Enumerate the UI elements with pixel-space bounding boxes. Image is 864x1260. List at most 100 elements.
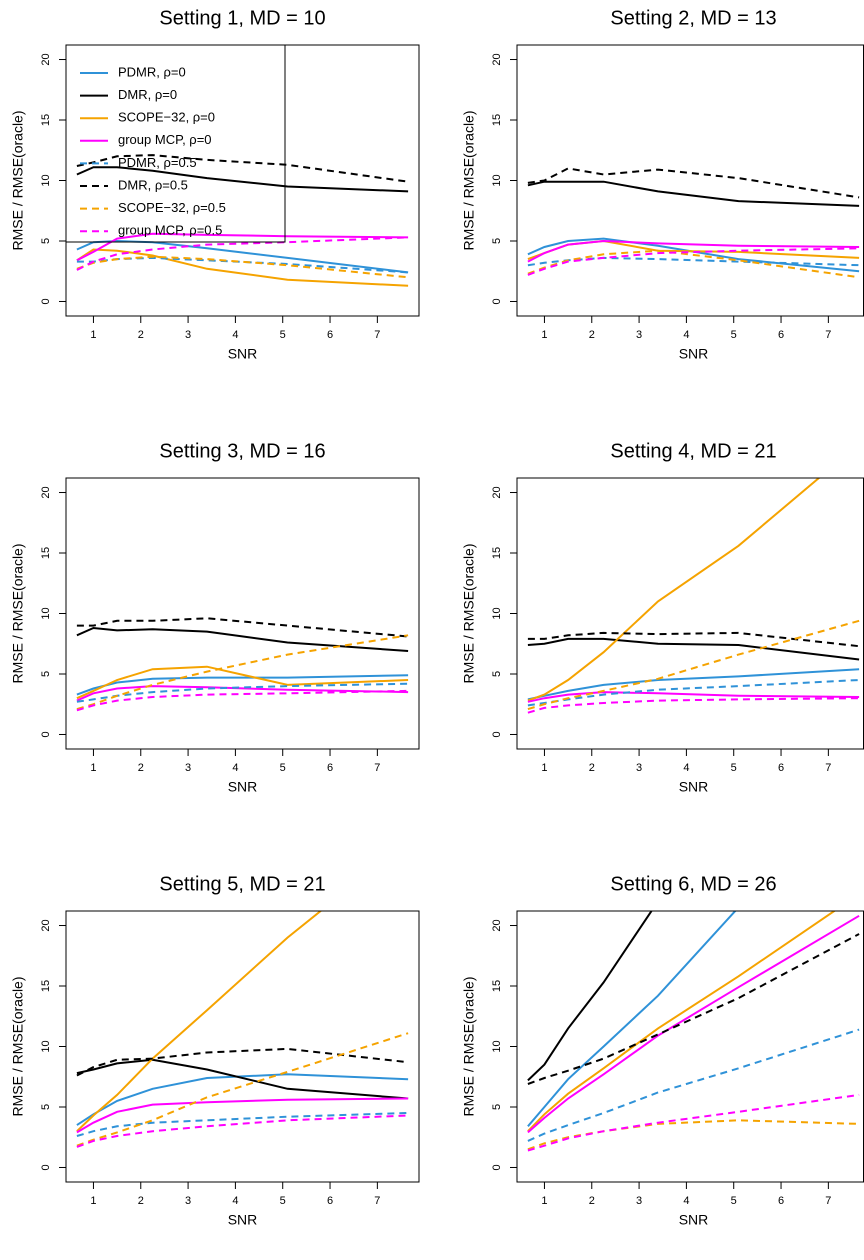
y-tick-label: 0 bbox=[40, 731, 52, 737]
legend-label: PDMR, ρ=0.5 bbox=[118, 155, 197, 170]
series-line bbox=[527, 247, 860, 276]
plot-lines bbox=[527, 911, 860, 1152]
y-axis-title: RMSE / RMSE(oracle) bbox=[461, 976, 477, 1116]
series-line bbox=[527, 1093, 860, 1152]
x-axis-title: SNR bbox=[679, 346, 709, 362]
x-tick-label: 5 bbox=[280, 329, 286, 341]
series-line bbox=[76, 236, 409, 271]
y-axis-title: RMSE / RMSE(oracle) bbox=[10, 976, 26, 1116]
y-tick-label: 0 bbox=[491, 731, 503, 737]
x-axis-title: SNR bbox=[679, 1212, 709, 1228]
y-tick-label: 10 bbox=[491, 607, 503, 619]
x-tick-label: 4 bbox=[683, 1195, 689, 1207]
series-line bbox=[76, 682, 409, 703]
series-line bbox=[527, 1028, 860, 1142]
plot-lines bbox=[76, 154, 409, 287]
panel: Setting 1, MD = 10 SNR RMSE / RMSE(oracle)… bbox=[10, 7, 420, 362]
series-line bbox=[76, 1112, 409, 1137]
y-tick-label: 20 bbox=[491, 486, 503, 498]
y-tick-label: 20 bbox=[491, 53, 503, 65]
plot-lines bbox=[527, 167, 860, 279]
legend-label: DMR, ρ=0.5 bbox=[118, 177, 188, 192]
plot-lines bbox=[527, 478, 860, 714]
y-tick-label: 15 bbox=[491, 980, 503, 992]
y-tick-label: 10 bbox=[40, 607, 52, 619]
legend-label: DMR, ρ=0 bbox=[118, 87, 177, 102]
y-tick-label: 15 bbox=[40, 547, 52, 559]
plot-frame bbox=[65, 477, 420, 750]
series-line bbox=[76, 1047, 409, 1077]
y-tick-label: 5 bbox=[40, 238, 52, 244]
x-axis-title: SNR bbox=[679, 779, 709, 795]
series-line bbox=[76, 685, 409, 702]
y-tick-label: 5 bbox=[40, 1104, 52, 1110]
series-line bbox=[76, 232, 409, 262]
panel-title: Setting 4, MD = 21 bbox=[610, 440, 776, 462]
series-line bbox=[76, 674, 409, 696]
x-tick-label: 5 bbox=[280, 1195, 286, 1207]
series-line bbox=[76, 239, 409, 274]
legend: PDMR, ρ=0 DMR, ρ=0 SCOPE−32, ρ=0 group MCP,… bbox=[65, 44, 286, 243]
y-tick-label: 20 bbox=[491, 919, 503, 931]
series-line bbox=[527, 237, 860, 273]
y-tick-label: 10 bbox=[491, 174, 503, 186]
legend-label: SCOPE−32, ρ=0 bbox=[118, 110, 215, 125]
y-tick-label: 15 bbox=[40, 980, 52, 992]
series-line bbox=[527, 478, 821, 702]
x-tick-label: 3 bbox=[636, 329, 642, 341]
x-tick-label: 7 bbox=[374, 329, 380, 341]
series-line bbox=[76, 626, 409, 652]
y-tick-label: 10 bbox=[40, 174, 52, 186]
x-tick-label: 3 bbox=[185, 762, 191, 774]
panel: Setting 3, MD = 16 SNR RMSE / RMSE(oracle)… bbox=[10, 440, 420, 795]
x-tick-label: 6 bbox=[778, 329, 784, 341]
series-line bbox=[527, 691, 860, 703]
y-tick-label: 5 bbox=[491, 238, 503, 244]
panel-title: Setting 5, MD = 21 bbox=[159, 873, 325, 895]
series-line bbox=[527, 933, 860, 1085]
series-line bbox=[76, 1058, 409, 1100]
y-tick-label: 20 bbox=[40, 919, 52, 931]
x-tick-label: 4 bbox=[683, 329, 689, 341]
series-line bbox=[527, 631, 860, 648]
series-line bbox=[527, 180, 860, 207]
series-line bbox=[527, 239, 860, 263]
y-tick-label: 10 bbox=[491, 1040, 503, 1052]
y-axis-title: RMSE / RMSE(oracle) bbox=[10, 543, 26, 683]
series-line bbox=[76, 256, 409, 274]
x-tick-label: 1 bbox=[541, 762, 547, 774]
x-axis-title: SNR bbox=[228, 1212, 258, 1228]
legend-label: PDMR, ρ=0 bbox=[118, 64, 186, 79]
x-tick-label: 2 bbox=[589, 329, 595, 341]
series-line bbox=[76, 617, 409, 638]
panel-title: Setting 2, MD = 13 bbox=[610, 7, 776, 29]
x-tick-label: 7 bbox=[374, 1195, 380, 1207]
x-tick-label: 6 bbox=[327, 329, 333, 341]
x-tick-label: 7 bbox=[374, 762, 380, 774]
x-tick-label: 3 bbox=[185, 1195, 191, 1207]
plot-lines bbox=[76, 617, 409, 712]
legend-label: SCOPE−32, ρ=0.5 bbox=[118, 200, 226, 215]
y-axis-title: RMSE / RMSE(oracle) bbox=[461, 110, 477, 250]
series-line bbox=[527, 1119, 860, 1151]
legend-label: group MCP, ρ=0 bbox=[118, 132, 212, 147]
x-tick-label: 5 bbox=[280, 762, 286, 774]
x-tick-label: 7 bbox=[825, 329, 831, 341]
x-tick-label: 7 bbox=[825, 762, 831, 774]
x-tick-label: 1 bbox=[90, 329, 96, 341]
panel: Setting 6, MD = 26 SNR RMSE / RMSE(oracle)… bbox=[461, 873, 864, 1228]
x-tick-label: 7 bbox=[825, 1195, 831, 1207]
x-tick-label: 5 bbox=[731, 1195, 737, 1207]
series-line bbox=[527, 668, 860, 701]
x-tick-label: 4 bbox=[232, 762, 238, 774]
x-tick-label: 5 bbox=[731, 329, 737, 341]
series-line bbox=[76, 689, 409, 712]
y-tick-label: 5 bbox=[491, 1104, 503, 1110]
x-tick-label: 2 bbox=[138, 1195, 144, 1207]
series-line bbox=[76, 255, 409, 279]
panel-title: Setting 1, MD = 10 bbox=[159, 7, 325, 29]
x-tick-label: 1 bbox=[541, 329, 547, 341]
panel-title: Setting 6, MD = 26 bbox=[610, 873, 776, 895]
series-line bbox=[527, 249, 860, 279]
panel-title: Setting 3, MD = 16 bbox=[159, 440, 325, 462]
